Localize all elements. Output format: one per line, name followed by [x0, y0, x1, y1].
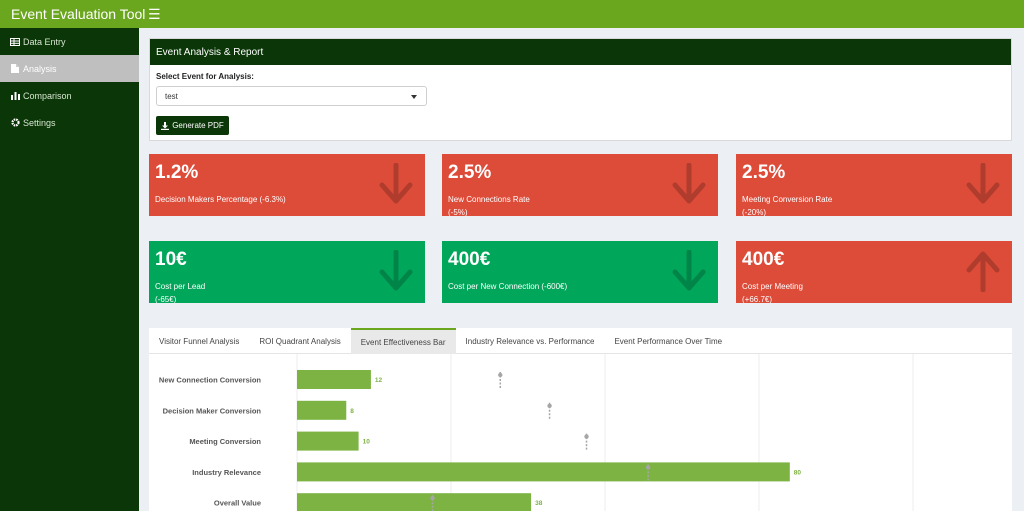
panel-title: Event Analysis & Report — [150, 39, 1011, 65]
kpi-label: New Connections Rate (-5%) — [448, 193, 648, 216]
category-label: Decision Maker Conversion — [163, 406, 262, 415]
generate-pdf-button[interactable]: Generate PDF — [156, 116, 229, 135]
kpi-cost-per-meeting: 400€ Cost per Meeting (+66.7€) — [736, 241, 1012, 303]
report-panel: Event Analysis & Report Select Event for… — [149, 38, 1012, 141]
kpi-value: 2.5% — [448, 162, 492, 183]
event-select[interactable]: test — [156, 86, 427, 106]
bar-chart-icon — [10, 91, 20, 100]
chevron-down-icon — [411, 95, 417, 99]
header-bar: Event Evaluation Tool ☰ — [0, 0, 1024, 28]
kpi-meeting-conversion-rate: 2.5% Meeting Conversion Rate (-20%) — [736, 154, 1012, 216]
benchmark-marker-dot — [645, 465, 651, 470]
table-icon — [10, 37, 20, 46]
sidebar-item-label: Analysis — [23, 63, 57, 74]
app-title: Event Evaluation Tool — [11, 6, 146, 22]
kpi-label: Cost per New Connection (-600€) — [448, 280, 648, 293]
kpi-label-line1: Meeting Conversion Rate — [742, 195, 833, 204]
kpi-new-connections-rate: 2.5% New Connections Rate (-5%) — [442, 154, 718, 216]
arrow-down-icon — [379, 163, 413, 204]
data-label: 10 — [363, 439, 371, 446]
download-icon — [161, 121, 170, 130]
sidebar-item-analysis[interactable]: Analysis — [0, 55, 139, 82]
sidebar: Data Entry Analysis Comparison Settings — [0, 28, 139, 511]
data-bar — [297, 493, 532, 511]
kpi-value: 1.2% — [155, 162, 199, 183]
sidebar-item-data-entry[interactable]: Data Entry — [0, 28, 139, 55]
kpi-label-line1: Cost per Meeting — [742, 282, 803, 291]
kpi-decision-makers: 1.2% Decision Makers Percentage (-6.3%) — [149, 154, 425, 216]
arrow-down-icon — [672, 163, 706, 204]
kpi-label: Meeting Conversion Rate (-20%) — [742, 193, 942, 216]
category-label: Meeting Conversion — [189, 437, 261, 446]
selected-event-value: test — [165, 91, 178, 101]
data-bar — [297, 431, 359, 451]
generate-pdf-label: Generate PDF — [172, 121, 224, 130]
benchmark-marker-dot — [584, 434, 589, 439]
sidebar-item-settings[interactable]: Settings — [0, 109, 139, 136]
sidebar-item-label: Data Entry — [23, 36, 66, 47]
kpi-label-line1: Decision Makers Percentage (-6.3%) — [155, 195, 286, 204]
sidebar-item-label: Settings — [23, 117, 56, 128]
category-label: Industry Relevance — [192, 468, 261, 477]
sidebar-item-comparison[interactable]: Comparison — [0, 82, 139, 109]
kpi-label-line1: Cost per New Connection (-600€) — [448, 282, 568, 291]
kpi-label-line2: (-5%) — [448, 208, 468, 216]
arrow-down-icon — [966, 163, 1000, 204]
document-icon — [10, 64, 20, 73]
tab-event-effectiveness-bar[interactable]: Event Effectiveness Bar — [350, 328, 456, 354]
category-label: Overall Value — [214, 499, 261, 508]
arrow-down-icon — [672, 250, 706, 291]
kpi-label-line2: (-20%) — [742, 208, 767, 216]
benchmark-marker-dot — [547, 403, 552, 408]
data-bar — [297, 462, 790, 482]
kpi-value: 400€ — [742, 249, 785, 270]
kpi-label-line1: Cost per Lead — [155, 282, 206, 291]
category-label: New Connection Conversion — [159, 376, 262, 385]
data-label: 80 — [794, 469, 802, 476]
sidebar-item-label: Comparison — [23, 90, 72, 101]
tab-industry-relevance[interactable]: Industry Relevance vs. Performance — [465, 336, 595, 346]
data-label: 38 — [535, 500, 543, 507]
chart-tabs: Visitor Funnel Analysis ROI Quadrant Ana… — [149, 328, 1012, 354]
kpi-label: Cost per Lead (-65€) — [155, 280, 355, 303]
data-label: 12 — [375, 377, 383, 384]
kpi-label-line2: (-65€) — [155, 295, 177, 303]
data-bar — [297, 400, 347, 420]
kpi-label: Cost per Meeting (+66.7€) — [742, 280, 942, 303]
main-content: Event Analysis & Report Select Event for… — [139, 28, 1024, 511]
select-label: Select Event for Analysis: — [156, 72, 254, 81]
data-bar — [297, 370, 371, 389]
tab-visitor-funnel[interactable]: Visitor Funnel Analysis — [159, 336, 240, 346]
benchmark-marker-dot — [430, 496, 435, 501]
arrow-down-icon — [379, 250, 413, 291]
kpi-label-line1: New Connections Rate — [448, 195, 530, 204]
data-label: 8 — [350, 408, 354, 415]
kpi-value: 400€ — [448, 249, 491, 270]
kpi-value: 10€ — [155, 249, 187, 270]
chart-tab-panel: Visitor Funnel Analysis ROI Quadrant Ana… — [149, 328, 1012, 511]
kpi-cost-per-lead: 10€ Cost per Lead (-65€) — [149, 241, 425, 303]
tab-roi-quadrant[interactable]: ROI Quadrant Analysis — [259, 336, 341, 346]
arrow-up-icon — [966, 251, 1000, 292]
kpi-label: Decision Makers Percentage (-6.3%) — [155, 193, 355, 206]
kpi-label-line2: (+66.7€) — [742, 295, 773, 303]
hamburger-icon[interactable]: ☰ — [148, 6, 161, 22]
tab-performance-over-time[interactable]: Event Performance Over Time — [614, 336, 723, 346]
gear-icon — [10, 118, 20, 127]
benchmark-marker-dot — [498, 372, 503, 378]
effectiveness-bar-chart: New Connection Conversion 12 Decision Make… — [159, 354, 914, 511]
kpi-value: 2.5% — [742, 162, 786, 183]
kpi-cost-per-new-connection: 400€ Cost per New Connection (-600€) — [442, 241, 718, 303]
